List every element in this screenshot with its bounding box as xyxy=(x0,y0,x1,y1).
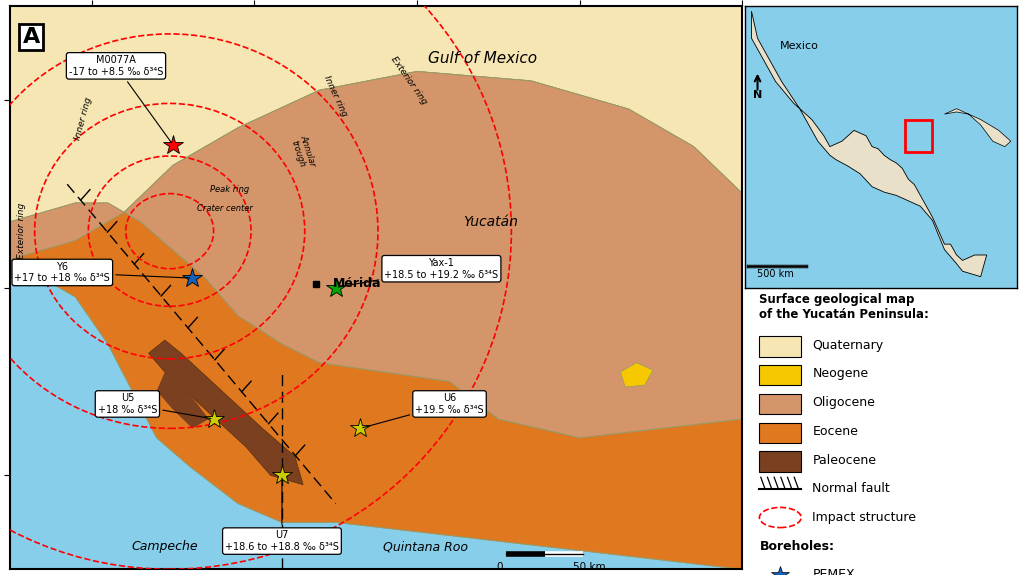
Text: Normal fault: Normal fault xyxy=(812,482,890,495)
Polygon shape xyxy=(148,340,303,485)
FancyBboxPatch shape xyxy=(760,423,801,443)
Polygon shape xyxy=(621,363,653,387)
Polygon shape xyxy=(944,109,1011,147)
Text: Surface geological map
of the Yucatán Peninsula:: Surface geological map of the Yucatán Pe… xyxy=(760,293,929,321)
Text: Yax-1
+18.5 to +19.2 ‰ δ³⁴S: Yax-1 +18.5 to +19.2 ‰ δ³⁴S xyxy=(338,258,499,287)
Polygon shape xyxy=(10,71,742,438)
Text: Impact structure: Impact structure xyxy=(812,511,916,524)
FancyBboxPatch shape xyxy=(760,394,801,414)
Text: 500 km: 500 km xyxy=(758,269,794,279)
Text: Campeche: Campeche xyxy=(131,540,198,553)
Text: M0077A
-17 to +8.5 ‰ δ³⁴S: M0077A -17 to +8.5 ‰ δ³⁴S xyxy=(69,55,171,143)
Text: 50 km: 50 km xyxy=(573,562,606,572)
FancyBboxPatch shape xyxy=(760,451,801,471)
Text: Eocene: Eocene xyxy=(812,425,858,438)
Text: Peak ring: Peak ring xyxy=(210,185,250,194)
Text: Mérida: Mérida xyxy=(333,277,381,290)
Text: Mexico: Mexico xyxy=(780,41,819,51)
Text: Inner ring: Inner ring xyxy=(323,74,349,118)
FancyBboxPatch shape xyxy=(760,336,801,356)
Text: U6
+19.5 ‰ δ³⁴S: U6 +19.5 ‰ δ³⁴S xyxy=(362,393,484,428)
Text: Paleocene: Paleocene xyxy=(812,454,877,466)
Polygon shape xyxy=(10,203,742,569)
Text: Boreholes:: Boreholes: xyxy=(760,540,835,553)
Text: Neogene: Neogene xyxy=(812,367,868,380)
Text: U7
+18.6 to +18.8 ‰ δ³⁴S: U7 +18.6 to +18.8 ‰ δ³⁴S xyxy=(225,478,339,552)
Text: 0: 0 xyxy=(497,562,503,572)
Text: Yucatán: Yucatán xyxy=(463,214,518,229)
Polygon shape xyxy=(157,372,209,428)
Text: Oligocene: Oligocene xyxy=(812,396,876,409)
Bar xyxy=(905,120,933,152)
Polygon shape xyxy=(10,71,742,569)
Text: A: A xyxy=(23,27,40,47)
Text: PEMEX: PEMEX xyxy=(812,569,855,575)
Text: Crater center: Crater center xyxy=(197,204,253,213)
Text: Quintana Roo: Quintana Roo xyxy=(383,540,468,553)
Text: Gulf of Mexico: Gulf of Mexico xyxy=(427,51,537,66)
Text: U5
+18 ‰ δ³⁴S: U5 +18 ‰ δ³⁴S xyxy=(97,393,211,419)
Polygon shape xyxy=(752,11,987,277)
Text: Annular
trough: Annular trough xyxy=(289,134,317,171)
Text: Exterior ring: Exterior ring xyxy=(389,55,429,106)
Text: Inner ring: Inner ring xyxy=(74,96,93,141)
Text: Exterior ring: Exterior ring xyxy=(17,203,27,259)
Text: N: N xyxy=(753,90,762,100)
Text: Quaternary: Quaternary xyxy=(812,339,884,351)
Polygon shape xyxy=(10,6,742,259)
Text: Y6
+17 to +18 ‰ δ³⁴S: Y6 +17 to +18 ‰ δ³⁴S xyxy=(14,262,189,283)
FancyBboxPatch shape xyxy=(760,365,801,385)
